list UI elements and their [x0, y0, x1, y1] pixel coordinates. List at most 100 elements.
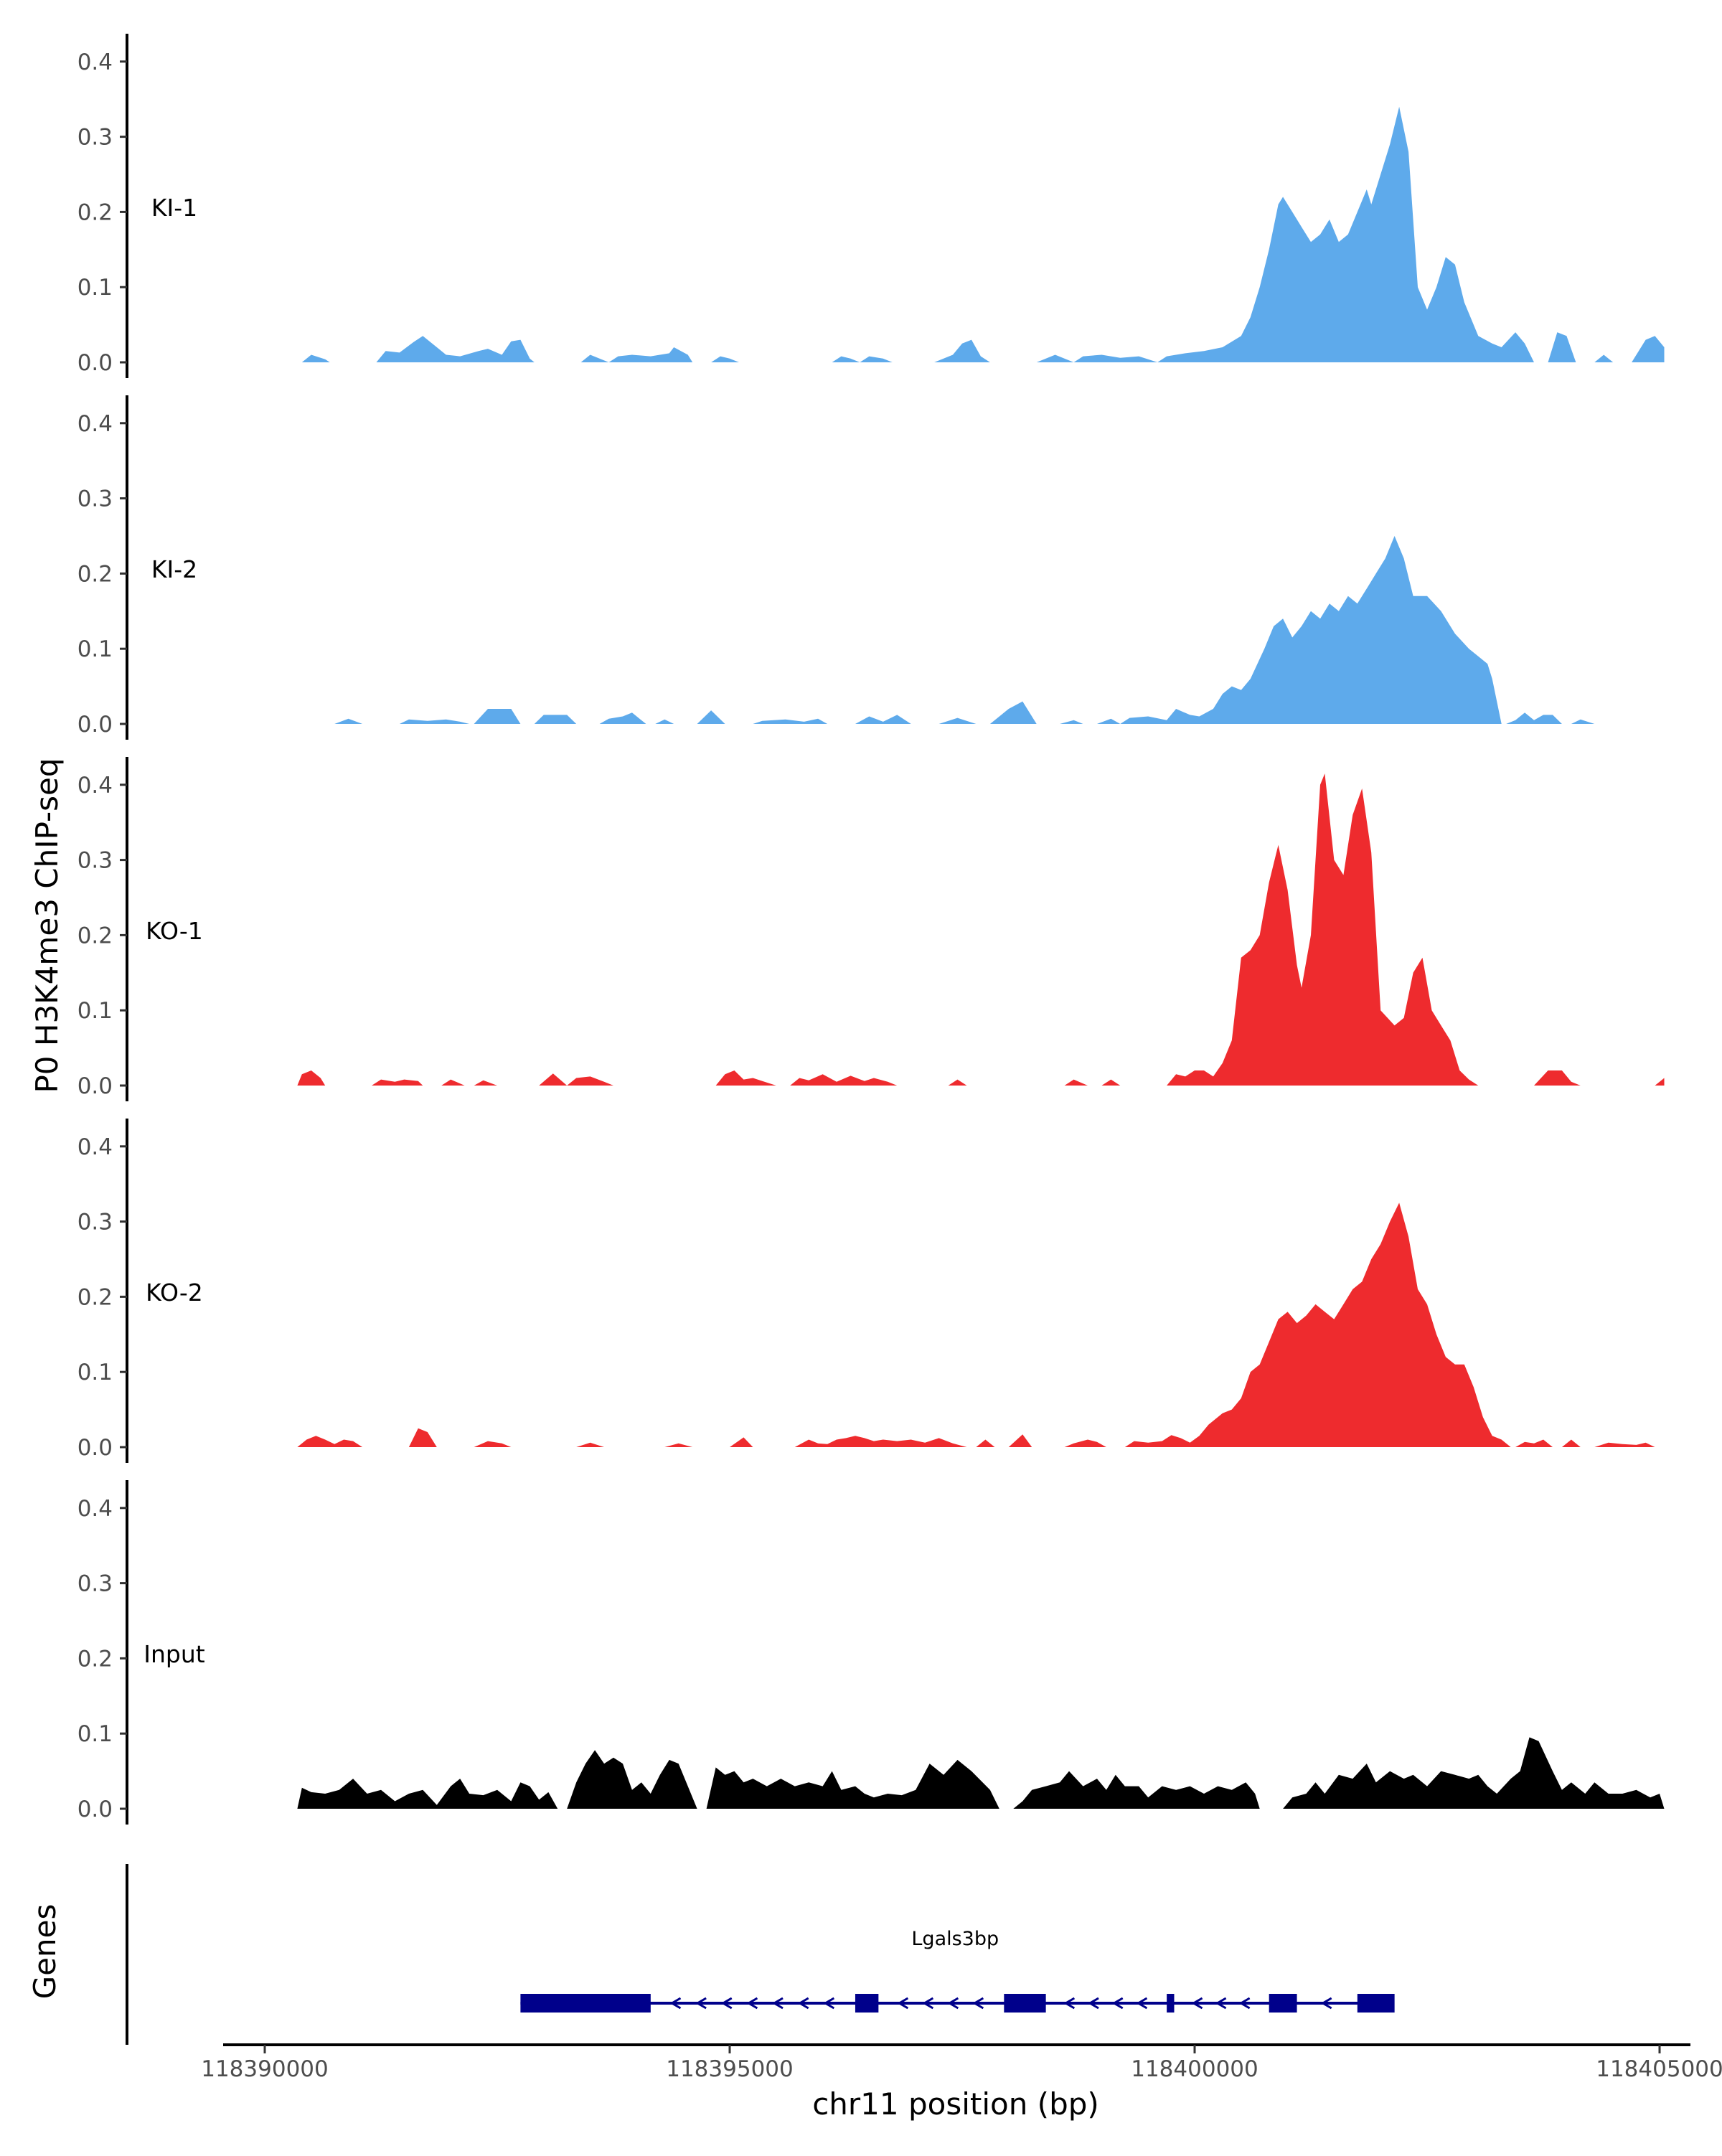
x-axis-title: chr11 position (bp): [812, 2086, 1099, 2122]
coverage-area: [474, 1441, 512, 1447]
coverage-area: [706, 1759, 999, 1809]
y-tick-label: 0.0: [77, 1435, 113, 1461]
coverage-area: [474, 709, 521, 724]
strand-arrow: [1320, 1997, 1332, 2010]
coverage-area: [376, 336, 535, 362]
coverage-area: [1060, 720, 1083, 724]
coverage-area: [1515, 1439, 1553, 1447]
coverage-area: [334, 718, 363, 724]
y-tick-label: 0.3: [77, 848, 113, 874]
y-tick-label: 0.4: [77, 411, 113, 437]
coverage-area: [1008, 1434, 1032, 1447]
coverage-area: [441, 1079, 465, 1086]
coverage-area: [576, 1442, 604, 1447]
coverage-area: [372, 1079, 423, 1086]
y-tick-label: 0.0: [77, 1073, 113, 1099]
strand-arrow: [695, 1997, 707, 2010]
y-tick-label: 0.2: [77, 923, 113, 948]
y-tick-label: 0.1: [77, 998, 113, 1024]
track-label: Input: [144, 1640, 205, 1668]
track-label: KI-2: [151, 555, 197, 583]
genes-track-label: Genes: [27, 1904, 62, 2000]
y-tick-label: 0.1: [77, 1360, 113, 1385]
strand-arrow: [1215, 1997, 1227, 2010]
track-label: KI-1: [151, 194, 197, 222]
y-tick-label: 0.2: [77, 1646, 113, 1672]
y-tick-label: 0.1: [77, 275, 113, 301]
strand-arrow: [797, 1997, 809, 2010]
track-panel-input: 0.0 0.1 0.2 0.3 0.4 Input: [77, 1480, 1665, 1825]
y-tick-label: 0.3: [77, 125, 113, 151]
coverage-area: [711, 356, 739, 362]
track-panel-ko-1: 0.0 0.1 0.2 0.3 0.4 KO-1: [77, 757, 1665, 1101]
coverage-area: [1561, 1439, 1581, 1447]
gene-exon: [855, 1994, 879, 2013]
strand-arrow: [897, 1997, 909, 2010]
coverage-area: [567, 1750, 697, 1809]
y-axis-title: P0 H3K4me3 ChIP-seq: [29, 758, 65, 1093]
coverage-area: [1655, 1078, 1665, 1086]
coverage-area: [1073, 354, 1158, 362]
coverage-area: [664, 1443, 693, 1447]
y-tick-label: 0.2: [77, 1284, 113, 1310]
tracks-layer: 0.0 0.1 0.2 0.3 0.4 KI-1 0.0 0.1 0.2 0.3 0.4 KI-2 0.…: [77, 34, 1665, 1825]
y-tick-label: 0.1: [77, 1721, 113, 1747]
coverage-area: [301, 354, 330, 362]
track-panel-ki-2: 0.0 0.1 0.2 0.3 0.4 KI-2: [77, 395, 1595, 740]
strand-arrow: [1191, 1997, 1203, 2010]
coverage-area: [1101, 1079, 1121, 1086]
strand-arrow: [772, 1997, 784, 2010]
gene-exon: [520, 1994, 651, 2013]
coverage-area: [1632, 336, 1665, 362]
x-tick-label: 118395000: [666, 2056, 794, 2082]
coverage-area: [1506, 712, 1562, 724]
track-label: KO-1: [146, 917, 203, 945]
gene-exon: [1167, 1994, 1175, 2013]
y-tick-label: 0.4: [77, 50, 113, 75]
coverage-area: [697, 710, 725, 724]
strand-arrow: [669, 1997, 682, 2010]
y-tick-label: 0.2: [77, 561, 113, 587]
gene-exon: [1269, 1994, 1297, 2013]
coverage-area: [794, 1436, 967, 1447]
y-tick-label: 0.3: [77, 1571, 113, 1597]
coverage-area: [832, 356, 860, 362]
coverage-area: [474, 1080, 497, 1086]
x-tick-label: 118400000: [1131, 2056, 1258, 2082]
coverage-area: [934, 339, 990, 362]
coverage-area: [1064, 1439, 1106, 1447]
track-panel-ko-2: 0.0 0.1 0.2 0.3 0.4 KO-2: [77, 1119, 1655, 1463]
coverage-area: [976, 1439, 995, 1447]
y-tick-label: 0.3: [77, 1210, 113, 1235]
y-tick-label: 0.4: [77, 1134, 113, 1160]
coverage-area: [860, 356, 893, 362]
strand-arrow: [1088, 1997, 1099, 2010]
coverage-area: [730, 1437, 753, 1447]
coverage-area: [1096, 718, 1121, 724]
coverage-area: [855, 715, 911, 724]
coverage-area: [1594, 354, 1614, 362]
coverage-area: [1283, 1737, 1665, 1809]
x-tick-label: 118390000: [201, 2056, 329, 2082]
track-label: KO-2: [146, 1279, 203, 1307]
strand-arrow: [1111, 1997, 1124, 2010]
strand-arrow: [972, 1997, 984, 2010]
coverage-area: [1064, 1079, 1088, 1086]
coverage-area: [938, 717, 977, 724]
x-axis: 118390000 118395000 118400000 118405000: [201, 2043, 1722, 2082]
coverage-area: [408, 1428, 437, 1447]
coverage-area: [297, 1779, 558, 1809]
coverage-area: [948, 1079, 967, 1086]
gene-name-label: Lgals3bp: [911, 1928, 999, 1950]
gene-exon: [1004, 1994, 1046, 2013]
coverage-area: [1571, 719, 1595, 724]
y-tick-label: 0.0: [77, 350, 113, 376]
coverage-area: [1594, 1442, 1655, 1447]
coverage-area: [599, 712, 646, 724]
coverage-area: [1548, 332, 1576, 362]
coverage-area: [1120, 536, 1502, 724]
coverage-area: [1167, 773, 1479, 1086]
coverage-area: [715, 1070, 776, 1086]
coverage-area: [1036, 354, 1074, 362]
